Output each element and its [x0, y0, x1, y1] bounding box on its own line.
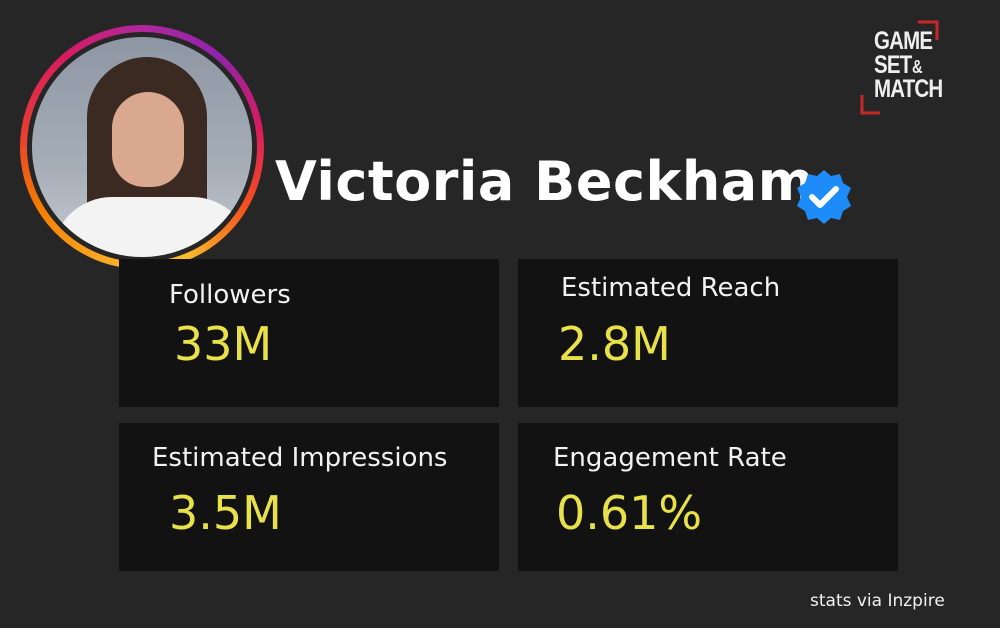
stats-credit: stats via Inzpire [810, 591, 945, 611]
avatar [20, 25, 264, 269]
profile-photo [32, 37, 252, 257]
stat-card-estimated-reach: Estimated Reach 2.8M [518, 259, 898, 407]
profile-name: Victoria Beckham [275, 150, 815, 213]
stat-card-engagement-rate: Engagement Rate 0.61% [518, 423, 898, 571]
stat-card-estimated-impressions: Estimated Impressions 3.5M [119, 423, 499, 571]
game-set-match-logo: GAME SET & MATCH [860, 20, 943, 115]
stat-card-followers: Followers 33M [119, 259, 499, 407]
verified-badge-icon [797, 170, 851, 224]
